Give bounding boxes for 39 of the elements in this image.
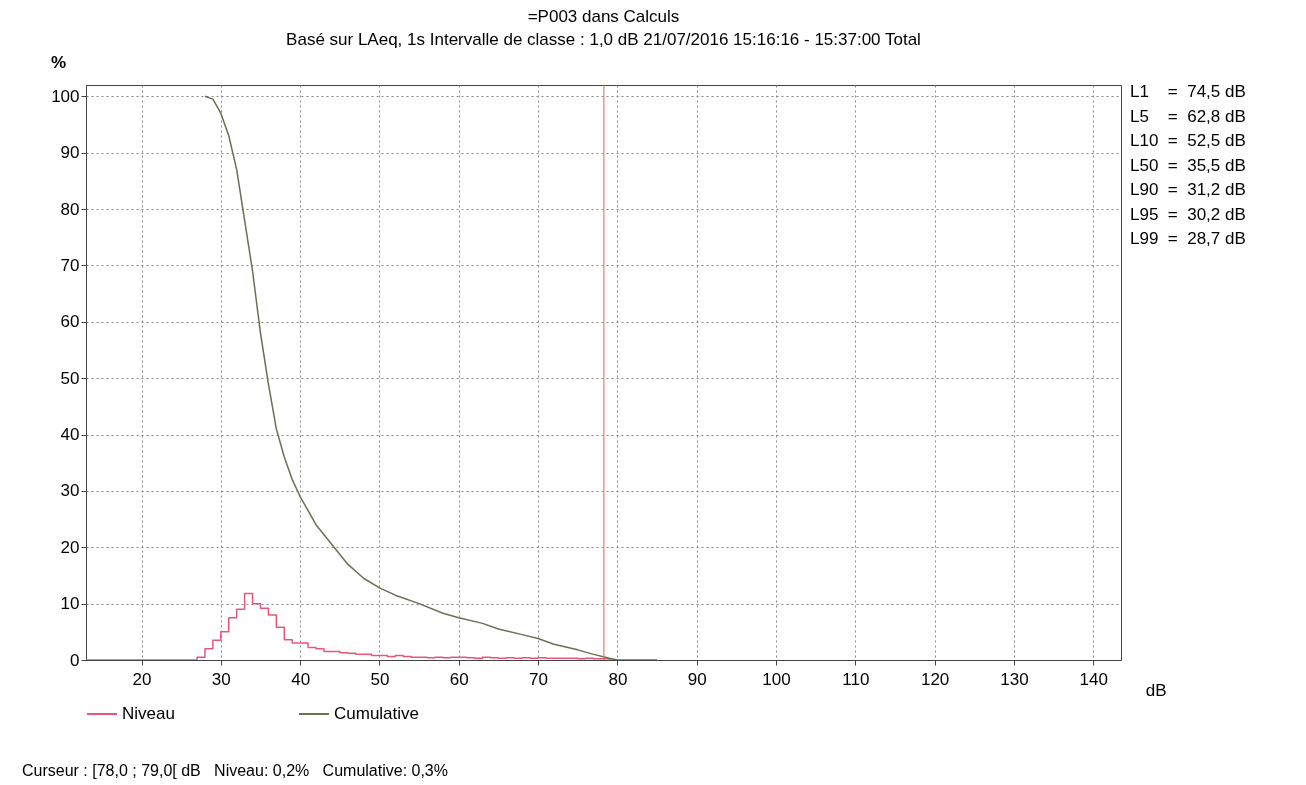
- y-tick-label: 100: [51, 86, 80, 106]
- chart-title: =P003 dans Calculs: [527, 7, 680, 26]
- y-tick-label: 80: [60, 199, 80, 219]
- y-tick-label: 60: [60, 312, 80, 332]
- x-tick-label: 30: [211, 669, 231, 689]
- legend-label: Niveau: [122, 704, 175, 723]
- legend-label: Cumulative: [334, 704, 420, 723]
- text: L50 = 35,5 dB: [1130, 155, 1246, 175]
- y-tick-label: 20: [60, 537, 80, 557]
- x-tick-label: 130: [1000, 669, 1029, 689]
- y-tick-label: 50: [60, 368, 80, 388]
- y-tick-label: 90: [60, 143, 80, 163]
- text: L99 = 28,7 dB: [1130, 229, 1246, 248]
- x-tick-label: 110: [842, 669, 870, 689]
- x-tick-label: 40: [291, 669, 311, 689]
- y-tick-label: 40: [60, 425, 80, 445]
- y-tick-label: 70: [60, 255, 80, 275]
- x-tick-label: 20: [132, 669, 152, 689]
- x-tick-label: 50: [370, 669, 390, 689]
- x-tick-label: 90: [687, 669, 707, 689]
- y-tick-label: 0: [70, 650, 80, 670]
- x-tick-label: 70: [529, 669, 549, 689]
- x-tick-label: 60: [449, 669, 469, 689]
- x-tick-label: 120: [920, 669, 950, 689]
- text: L10 = 52,5 dB: [1130, 131, 1246, 150]
- y-axis-title: %: [50, 52, 67, 72]
- y-tick-label: 30: [60, 481, 80, 501]
- text: L1 = 74,5 dB: [1130, 82, 1246, 101]
- line-series: [204, 95, 658, 660]
- y-tick-label: 10: [60, 594, 80, 614]
- text: L90 = 31,2 dB: [1130, 180, 1246, 199]
- x-axis-title: dB: [1145, 680, 1167, 700]
- x-tick-label: 80: [608, 669, 628, 689]
- text: Curseur : [78,0 ; 79,0[ dB Niveau: 0,2% Cumulative: 0,3%: [22, 762, 448, 780]
- text: L5 = 62,8 dB: [1130, 106, 1246, 126]
- text: L95 = 30,2 dB: [1130, 204, 1246, 224]
- x-tick-label: 100: [762, 669, 791, 689]
- x-tick-label: 140: [1079, 669, 1108, 689]
- chart-subtitle: Basé sur LAeq, 1s Intervalle de classe : 1,0 dB 21/07/2016 15:16:16 - 15:37:00 Total: [286, 30, 921, 49]
